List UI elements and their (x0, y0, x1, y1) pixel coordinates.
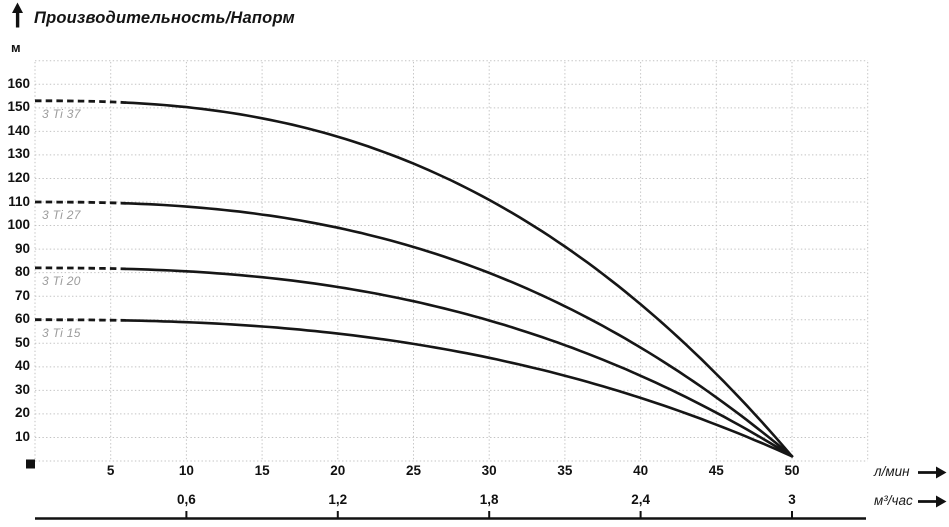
up-arrow-icon (15, 11, 20, 28)
curve-dashed-start (35, 266, 126, 271)
y-tick-label: 40 (14, 358, 30, 374)
y-tick-label: 100 (7, 217, 30, 233)
y-tick-label: 80 (14, 264, 30, 280)
y-tick-label: 130 (7, 146, 30, 162)
x-tick-label-lmin: 20 (330, 463, 346, 478)
pump-curve (124, 101, 794, 458)
x-tick-label-lmin: 45 (708, 463, 724, 478)
curve-dashed-start (35, 318, 126, 322)
y-tick-label: 160 (7, 75, 30, 91)
x-tick-label-m3h: 0,6 (177, 492, 196, 507)
pump-curve (124, 202, 794, 458)
y-tick-label: 60 (14, 311, 30, 327)
x-tick-label-lmin: 15 (254, 463, 270, 478)
chart-title: Производительность/Напорм (34, 9, 295, 27)
y-tick-label: 10 (14, 429, 30, 444)
x-tick-label-lmin: 25 (405, 463, 422, 478)
curve-label: 3 Ti 37 (42, 106, 81, 121)
x-tick-label-m3h: 3 (788, 492, 796, 507)
curve-dashed-start (35, 99, 126, 104)
x-tick-label-lmin: 30 (481, 463, 497, 478)
y-axis-unit-label: м (11, 40, 21, 55)
x-tick-label-m3h: 1,2 (328, 492, 348, 507)
y-tick-label: 30 (14, 381, 30, 397)
y-tick-label: 150 (7, 99, 30, 115)
curve-label: 3 Ti 15 (42, 325, 81, 340)
y-tick-label: 120 (7, 170, 30, 185)
x-tick-label-lmin: 50 (784, 463, 800, 478)
up-arrow-icon (12, 2, 23, 13)
right-arrow-icon (936, 466, 947, 479)
y-tick-label: 50 (14, 334, 30, 350)
x-tick-label-m3h: 2,4 (631, 492, 650, 507)
x-tick-label-lmin: 40 (633, 463, 649, 478)
x-tick-label-lmin: 10 (178, 463, 194, 478)
y-tick-label: 20 (14, 405, 30, 421)
curve-dashed-start (35, 200, 126, 205)
x-tick-label-lmin: 35 (557, 463, 573, 478)
origin-square-marker (26, 459, 35, 469)
y-tick-label: 70 (14, 287, 30, 303)
y-tick-label: 90 (14, 240, 30, 256)
x-axis-unit-m3h: м³/час (874, 493, 913, 508)
curve-label: 3 Ti 20 (42, 273, 81, 288)
x-axis-unit-lmin: л/мин (874, 464, 910, 479)
x-tick-label-m3h: 1,8 (479, 492, 499, 507)
x-tick-label-lmin: 5 (106, 463, 115, 478)
pump-curve (124, 267, 794, 458)
y-tick-label: 140 (7, 122, 30, 138)
curve-label: 3 Ti 27 (42, 208, 81, 222)
right-arrow-icon (936, 495, 947, 508)
y-tick-label: 110 (8, 193, 30, 209)
pump-curve (124, 319, 794, 458)
